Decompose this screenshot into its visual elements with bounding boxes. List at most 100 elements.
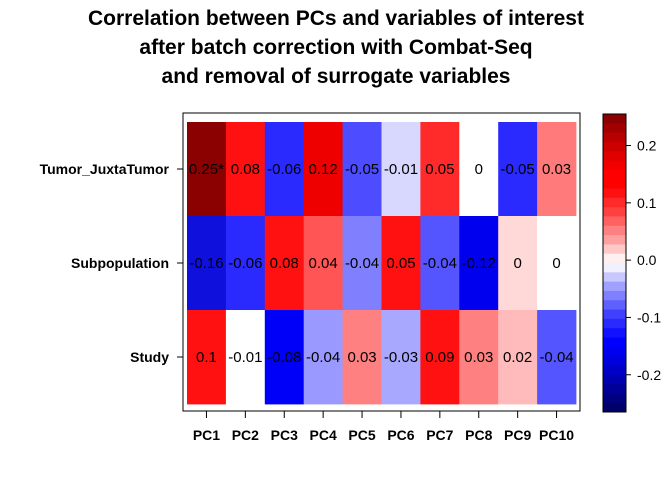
x-tick-label: PC7 xyxy=(426,427,453,443)
colorbar-swatch xyxy=(603,244,626,255)
colorbar-swatch xyxy=(603,337,626,348)
heatmap-cell xyxy=(498,122,538,217)
cell-value-label: 0.04 xyxy=(309,255,338,272)
cell-value-label: 0 xyxy=(513,255,521,272)
cell-value-label: -0.04 xyxy=(423,255,457,272)
colorbar-tick-label: -0.1 xyxy=(637,309,661,325)
title-line-3: and removal of surrogate variables xyxy=(161,65,511,88)
heatmap-cell xyxy=(459,310,499,405)
colorbar-swatch xyxy=(603,393,626,404)
cell-value-label: 0.25* xyxy=(189,161,224,178)
heatmap-cell xyxy=(264,122,305,217)
cell-value-label: 0.03 xyxy=(464,349,493,366)
x-tick-label: PC9 xyxy=(504,427,531,443)
cell-value-label: 0.03 xyxy=(347,349,376,366)
colorbar-swatch xyxy=(603,272,626,283)
colorbar-tick-label: 0.0 xyxy=(637,252,657,268)
cell-value-label: 0.02 xyxy=(503,349,532,366)
colorbar-swatch xyxy=(603,318,626,329)
colorbar-swatch xyxy=(603,253,626,264)
heatmap-cell xyxy=(342,216,382,311)
x-tick-label: PC1 xyxy=(193,427,220,443)
x-tick-label: PC5 xyxy=(348,427,375,443)
colorbar-swatch xyxy=(603,384,626,394)
colorbar-swatch xyxy=(603,197,626,208)
cell-value-label: 0.05 xyxy=(386,255,415,272)
heatmap-cell xyxy=(264,310,305,405)
x-tick-label: PC10 xyxy=(539,427,574,443)
heatmap-cell xyxy=(342,122,382,217)
x-tick-label: PC4 xyxy=(310,427,337,443)
colorbar-swatch xyxy=(603,216,626,227)
cell-value-label: -0.04 xyxy=(345,255,379,272)
cell-value-label: 0.05 xyxy=(425,161,454,178)
colorbar-swatch xyxy=(603,263,626,273)
cell-value-label: 0.1 xyxy=(196,349,217,366)
cell-value-label: -0.06 xyxy=(228,255,262,272)
heatmap-cell xyxy=(537,310,577,405)
colorbar-swatch xyxy=(603,179,626,189)
heatmap-cell xyxy=(459,216,499,311)
heatmap-cells xyxy=(187,122,577,405)
heatmap-cell-labels: 0.25* 0.08 -0.06 0.12 -0.05 -0.01 0.05 0 -0.05 0.… xyxy=(189,161,574,366)
y-tick-label: Tumor_JuxtaTumor xyxy=(40,161,170,177)
cell-value-label: -0.08 xyxy=(267,349,301,366)
colorbar-swatch xyxy=(603,402,626,413)
heatmap-cell xyxy=(225,216,266,311)
y-tick-label: Subpopulation xyxy=(71,255,169,271)
heatmap-cell xyxy=(303,216,343,311)
colorbar-tick-label: 0.2 xyxy=(637,138,657,154)
colorbar-swatch xyxy=(603,356,626,366)
title-line-2: after batch correction with Combat-Seq xyxy=(139,36,533,59)
x-axis: PC1 PC2 PC3 PC4 PC5 PC6 PC7 PC8 PC9 PC10 xyxy=(193,411,574,443)
colorbar: 0.2 0.1 0.0 -0.1 -0.2 xyxy=(602,113,661,413)
colorbar-swatch xyxy=(603,346,626,357)
heatmap-cell xyxy=(381,122,421,217)
cell-value-label: 0.08 xyxy=(231,161,260,178)
cell-value-label: -0.03 xyxy=(384,349,418,366)
cell-value-label: -0.05 xyxy=(345,161,379,178)
cell-value-label: 0.03 xyxy=(542,161,571,178)
heatmap-cell xyxy=(187,122,227,217)
cell-value-label: -0.16 xyxy=(189,255,223,272)
x-tick-label: PC2 xyxy=(232,427,259,443)
colorbar-tick-label: -0.2 xyxy=(637,367,661,383)
heatmap-cell xyxy=(498,310,538,405)
heatmap-cell xyxy=(264,216,305,311)
colorbar-swatch xyxy=(603,114,626,124)
colorbar-swatch xyxy=(603,281,626,292)
y-tick-label: Study xyxy=(130,349,169,365)
cell-value-label: 0 xyxy=(475,161,483,178)
heatmap-cell xyxy=(303,310,343,405)
chart-title: Correlation between PCs and variables of… xyxy=(0,4,672,91)
cell-value-label: -0.04 xyxy=(539,349,573,366)
colorbar-swatch xyxy=(603,141,626,152)
colorbar-swatch xyxy=(603,151,626,162)
colorbar-swatch xyxy=(603,300,626,311)
colorbar-swatch xyxy=(603,235,626,245)
title-line-1: Correlation between PCs and variables of… xyxy=(88,7,584,30)
colorbar-swatch xyxy=(603,309,626,320)
colorbar-swatch xyxy=(603,132,626,143)
heatmap-cell xyxy=(381,216,421,311)
heatmap-cell xyxy=(381,310,421,405)
colorbar-swatch xyxy=(603,225,626,236)
heatmap-cell xyxy=(187,216,227,311)
heatmap-cell xyxy=(342,310,382,405)
colorbar-swatch xyxy=(603,365,626,376)
heatmap-cell xyxy=(225,310,266,405)
colorbar-swatch xyxy=(603,290,626,301)
heatmap-cell xyxy=(498,216,538,311)
colorbar-frame xyxy=(602,113,627,413)
colorbar-swatch xyxy=(603,160,626,171)
heatmap-cell xyxy=(420,122,460,217)
colorbar-swatch xyxy=(603,123,626,134)
heatmap-cell xyxy=(537,122,577,217)
heatmap-cell xyxy=(187,310,227,405)
colorbar-swatch xyxy=(603,374,626,385)
cell-value-label: 0 xyxy=(552,255,560,272)
cell-value-label: -0.12 xyxy=(462,255,496,272)
cell-value-label: -0.04 xyxy=(306,349,340,366)
cell-value-label: 0.08 xyxy=(270,255,299,272)
colorbar-swatch xyxy=(603,188,626,199)
